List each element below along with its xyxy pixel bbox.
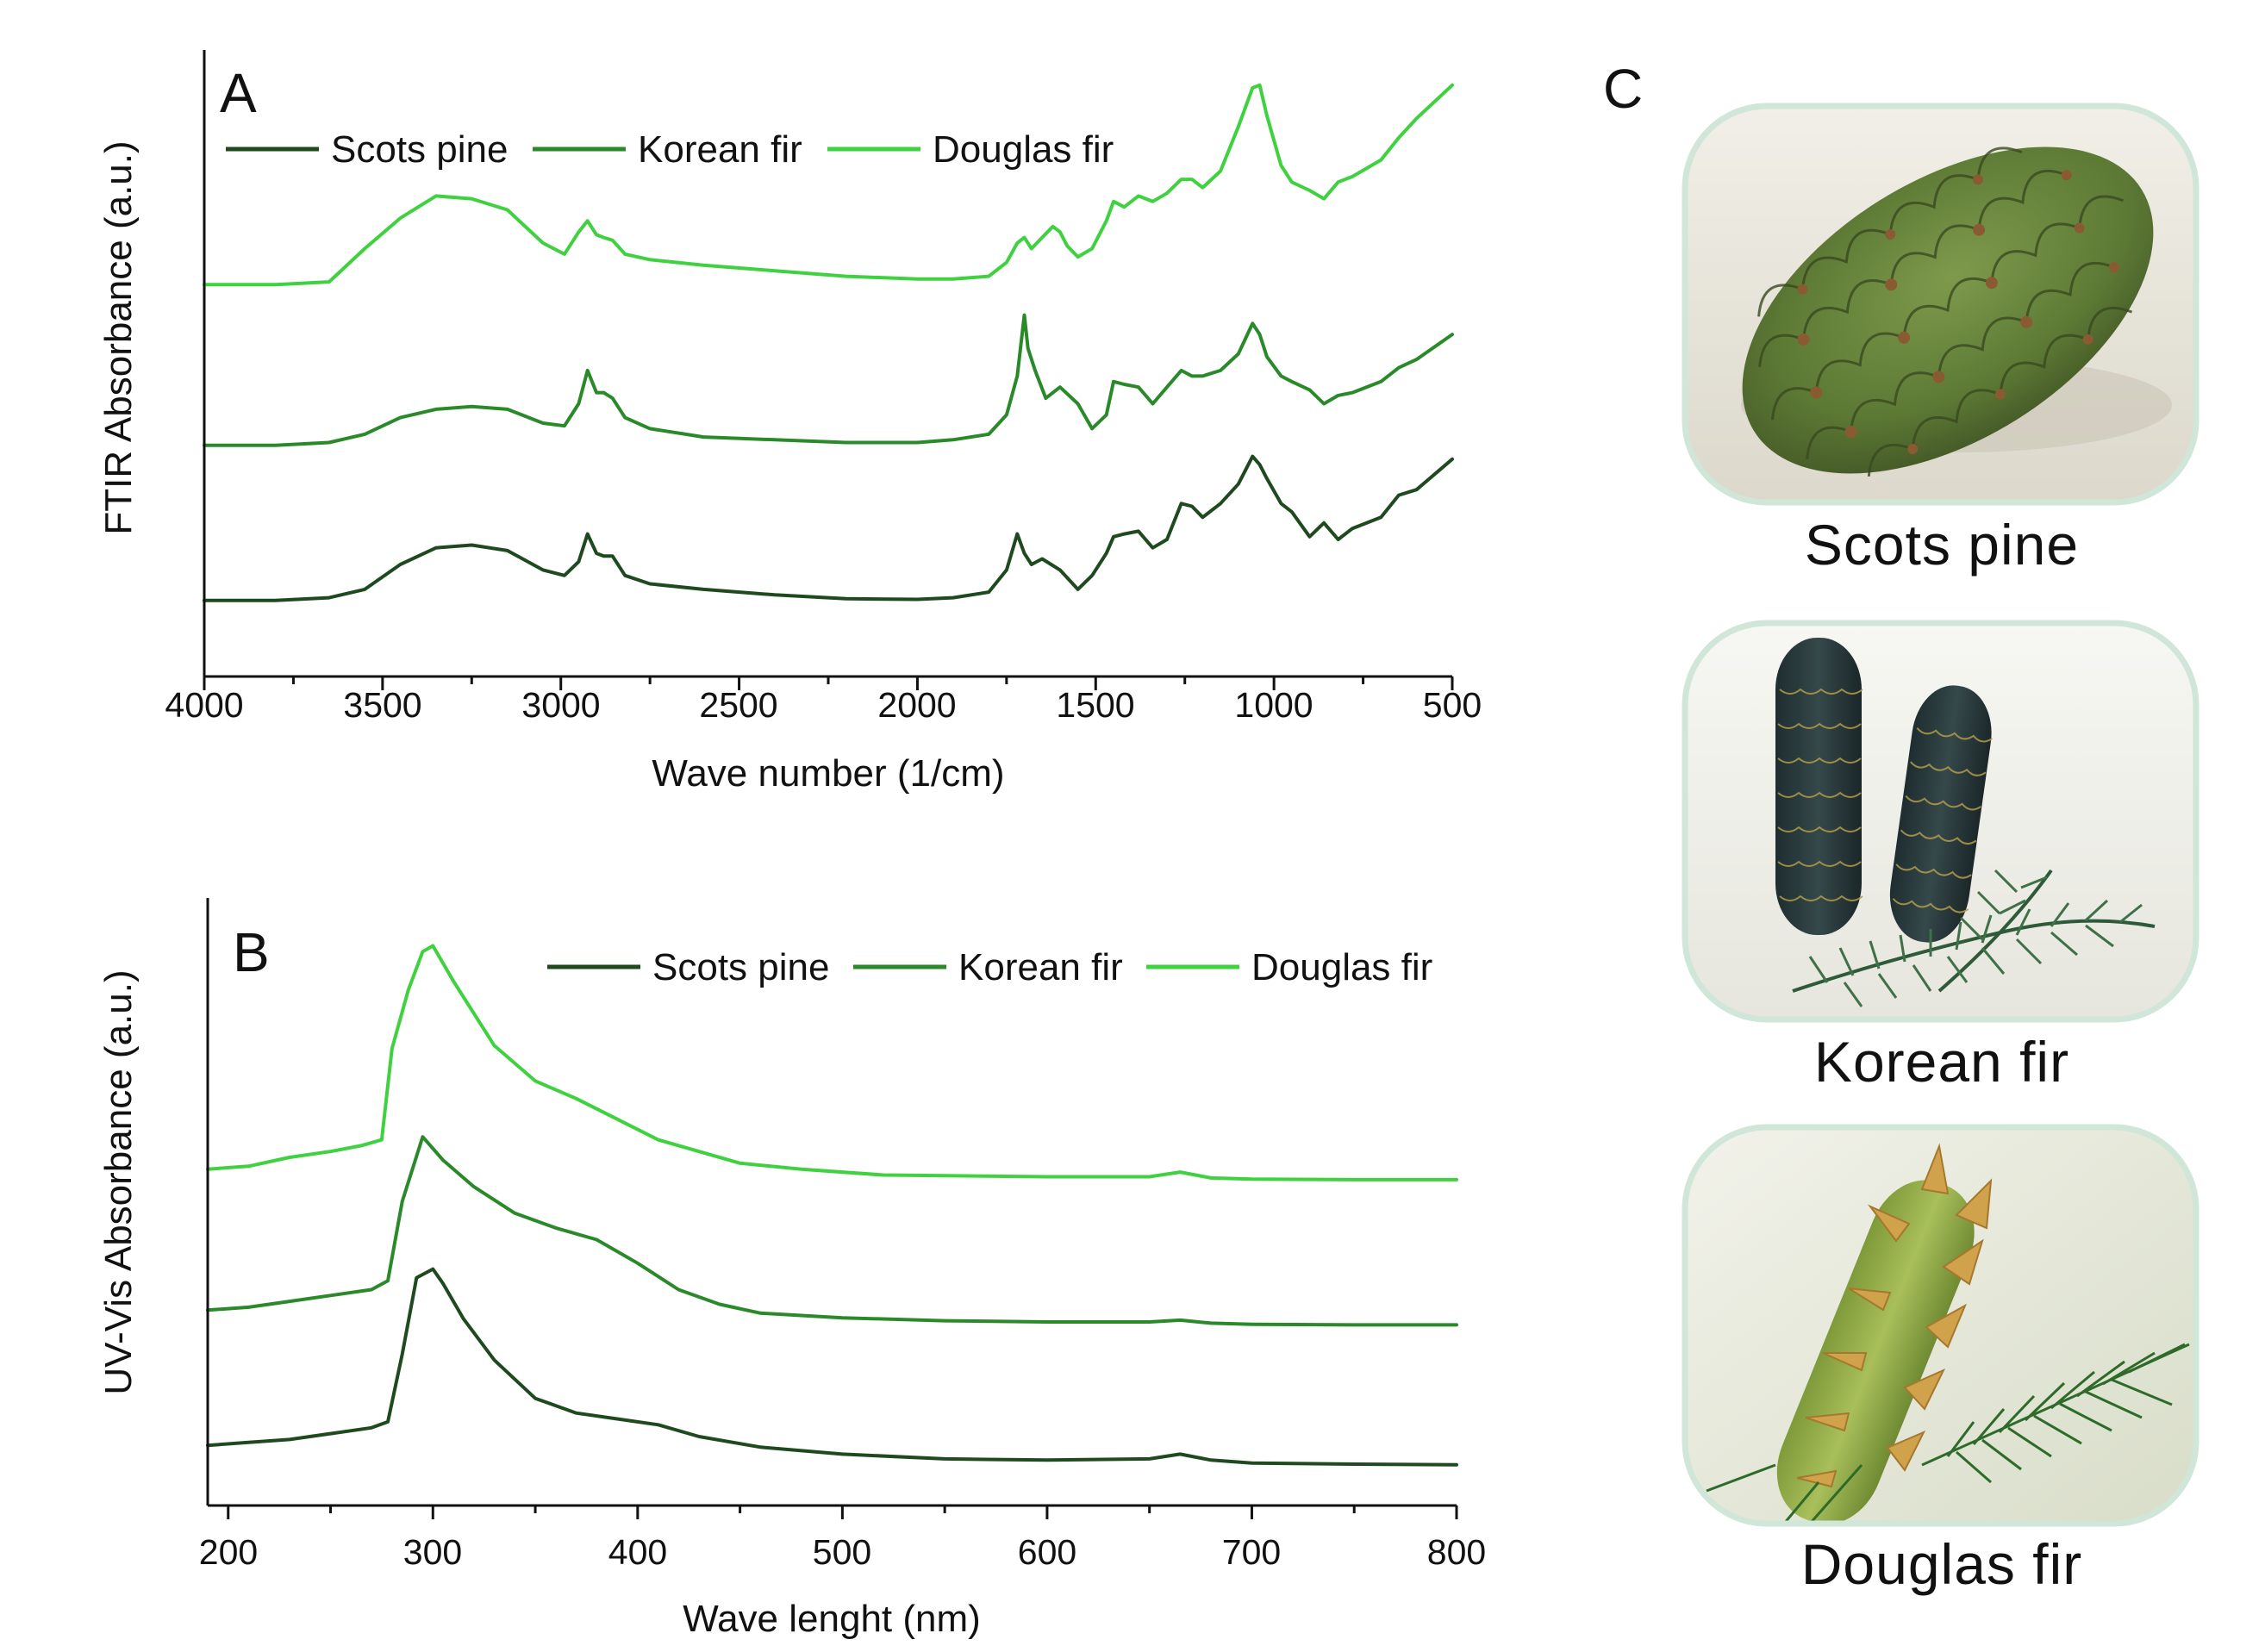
uvvis-legend: Scots pine Korean fir Douglas fir	[547, 946, 1432, 988]
uvvis-y-axis-title: UV-Vis Absorbance (a.u.)	[97, 969, 140, 1394]
ftir-legend: Scots pine Korean fir Douglas fir	[226, 128, 1114, 171]
ftir-x-ticks	[203, 676, 1454, 690]
series-line-douglas-fir	[206, 944, 1458, 1181]
ftir-x-tick-label: 2500	[699, 685, 777, 725]
ftir-x-tick-labels: 4000 3500 3000 2500 2000 1500 1000 500	[165, 685, 1482, 725]
panel-label-b: B	[233, 921, 270, 983]
photo-frame	[1682, 1124, 2199, 1527]
ftir-chart: A 4000 3500 3000 2500 2000 1500 1000 500…	[97, 50, 1482, 795]
uvvis-x-tick-label: 200	[199, 1532, 258, 1572]
uvvis-x-tick-label: 500	[813, 1532, 871, 1572]
uvvis-x-tick-label: 600	[1018, 1532, 1076, 1572]
uvvis-x-ticks	[227, 1506, 1458, 1519]
ftir-x-axis-title: Wave number (1/cm)	[652, 752, 1004, 795]
legend-label-korean-fir: Korean fir	[958, 946, 1123, 988]
photo-frame	[1682, 103, 2199, 506]
photo-caption-scots-pine: Scots pine	[1805, 513, 2079, 577]
uvvis-x-tick-label: 400	[608, 1532, 667, 1572]
cone-shape	[1775, 638, 1862, 935]
ftir-x-tick-label: 1000	[1234, 685, 1313, 725]
series-line-scots-pine	[206, 1267, 1458, 1467]
series-line-korean-fir	[203, 313, 1454, 447]
panel-label-a: A	[220, 62, 257, 124]
series-line-douglas-fir	[203, 83, 1454, 287]
uvvis-x-tick-label: 800	[1427, 1532, 1486, 1572]
legend-label-scots-pine: Scots pine	[331, 128, 508, 171]
photo-korean-fir	[1682, 620, 2199, 1023]
fir-needles	[1706, 1343, 2190, 1524]
ftir-series-lines	[203, 83, 1454, 602]
ftir-y-axis-title: FTIR Absorbance (a.u.)	[97, 140, 140, 534]
legend-label-korean-fir: Korean fir	[638, 128, 802, 171]
panel-label-c: C	[1603, 58, 1643, 120]
series-line-scots-pine	[203, 454, 1454, 602]
ftir-x-tick-label: 4000	[165, 685, 243, 725]
photo-frame	[1682, 620, 2199, 1023]
legend-label-douglas-fir: Douglas fir	[933, 128, 1114, 171]
ftir-x-tick-label: 500	[1423, 685, 1482, 725]
ftir-x-tick-label: 3000	[521, 685, 600, 725]
photo-caption-korean-fir: Korean fir	[1814, 1030, 2069, 1094]
legend-label-douglas-fir: Douglas fir	[1251, 946, 1432, 988]
cone-shape	[1776, 1180, 1975, 1524]
legend-label-scots-pine: Scots pine	[652, 946, 829, 988]
photo-douglas-fir	[1682, 1124, 2199, 1527]
ftir-x-tick-label: 1500	[1056, 685, 1134, 725]
uvvis-x-tick-label: 700	[1222, 1532, 1281, 1572]
uvvis-chart: B 200 300 400 500 600 700 800 Wave lengh…	[97, 898, 1486, 1640]
uvvis-x-axis-title: Wave lenght (nm)	[683, 1598, 981, 1640]
photo-panel: C	[1603, 58, 2199, 1596]
uvvis-series-lines	[206, 944, 1458, 1467]
uvvis-x-tick-label: 300	[403, 1532, 462, 1572]
cone-bracts	[1796, 1143, 1993, 1488]
uvvis-x-tick-labels: 200 300 400 500 600 700 800	[199, 1532, 1486, 1572]
photo-caption-douglas-fir: Douglas fir	[1801, 1532, 2082, 1596]
ftir-x-tick-label: 2000	[877, 685, 956, 725]
ftir-x-tick-label: 3500	[343, 685, 421, 725]
series-line-korean-fir	[206, 1135, 1458, 1327]
photo-scots-pine	[1682, 103, 2199, 506]
